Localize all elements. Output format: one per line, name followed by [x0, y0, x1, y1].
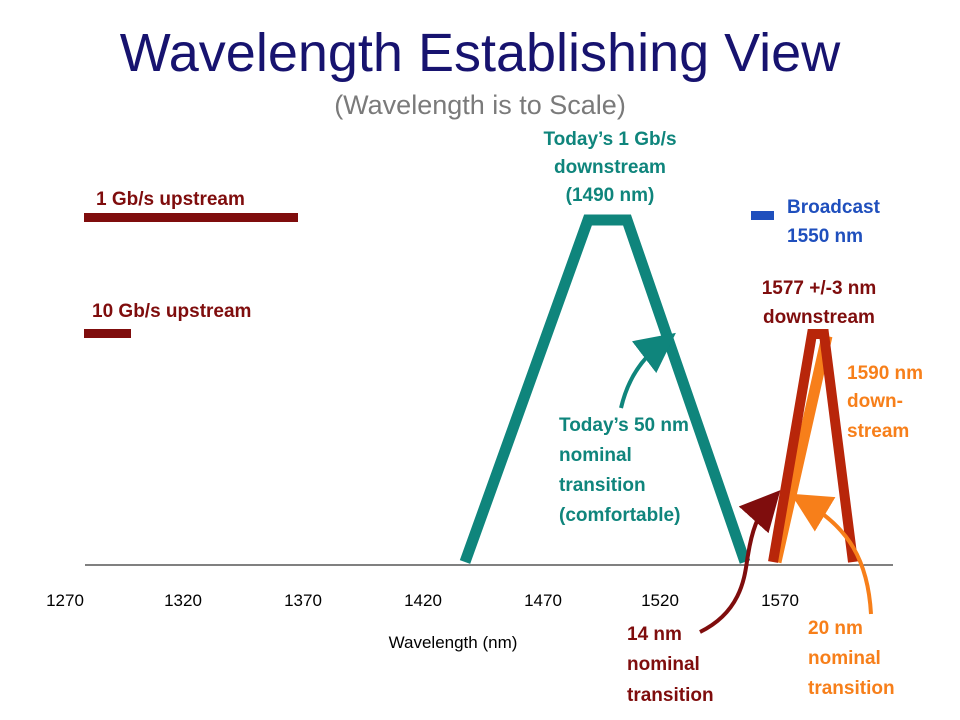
page-title: Wavelength Establishing View [119, 23, 841, 83]
band-1490-downstream [459, 214, 751, 564]
axis-tick: 1570 [761, 591, 799, 610]
arrow-20nm-transition [790, 493, 873, 615]
label-14nm-line3: transition [627, 685, 714, 706]
label-14nm-line2: nominal [627, 654, 700, 675]
axis-tick: 1520 [641, 591, 679, 610]
band-10g-upstream [84, 329, 131, 338]
page-subtitle: (Wavelength is to Scale) [334, 90, 626, 120]
label-1490-line2: downstream [554, 157, 666, 178]
label-1490-line1: Today’s 1 Gb/s [543, 129, 676, 150]
arrow-14nm-transition [699, 490, 781, 634]
arrow-50nm-transition [619, 332, 676, 409]
label-20nm-line3: transition [808, 678, 895, 699]
label-20nm-line1: 20 nm [808, 618, 863, 639]
label-1g-upstream: 1 Gb/s upstream [96, 189, 245, 210]
label-50nm-line2: nominal [559, 445, 632, 466]
label-1590-line3: stream [847, 421, 909, 442]
label-50nm-line3: transition [559, 475, 646, 496]
label-1590-line1: 1590 nm [847, 363, 923, 384]
axis-tick: 1370 [284, 591, 322, 610]
label-50nm-line1: Today’s 50 nm [559, 415, 689, 436]
label-broadcast-line1: Broadcast [787, 197, 881, 218]
label-10g-upstream: 10 Gb/s upstream [92, 301, 251, 322]
label-14nm-line1: 14 nm [627, 624, 682, 645]
axis-tick: 1270 [46, 591, 84, 610]
label-20nm-line2: nominal [808, 648, 881, 669]
label-1577-line2: downstream [763, 307, 875, 328]
band-1g-upstream [84, 213, 298, 222]
axis-tick: 1420 [404, 591, 442, 610]
axis-tick: 1470 [524, 591, 562, 610]
label-50nm-line4: (comfortable) [559, 505, 680, 526]
band-1577-downstream [768, 329, 858, 563]
axis-label: Wavelength (nm) [389, 633, 518, 652]
label-1577-line1: 1577 +/-3 nm [762, 278, 877, 299]
label-broadcast-line2: 1550 nm [787, 226, 863, 247]
label-1590-line2: down- [847, 391, 903, 412]
axis-tick: 1320 [164, 591, 202, 610]
band-1550-broadcast [751, 211, 774, 220]
label-1490-line3: (1490 nm) [566, 185, 655, 206]
